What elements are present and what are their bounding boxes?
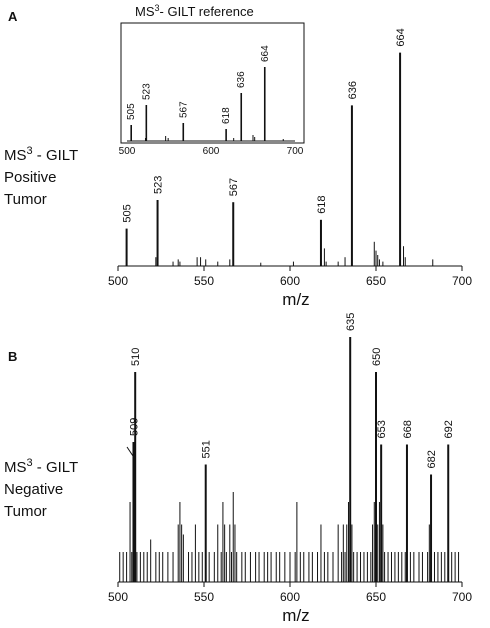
peak-label: 668 [402, 420, 414, 438]
peak-label: 635 [345, 313, 357, 331]
panel-b-label-suffix: - GILT [33, 459, 79, 476]
panel-a-side-label: MS3 - GILT Positive Tumor [4, 145, 78, 208]
spectrum-inset: 500 600 700 505 523 567 618 636 664 [119, 45, 304, 157]
x-tick-label: 700 [452, 590, 472, 604]
panel-b-label-sup: 3 [27, 457, 33, 469]
panel-b-label-line3: Tumor [4, 503, 47, 520]
peak-label: 682 [426, 450, 438, 468]
x-tick-label: 700 [287, 146, 304, 157]
x-tick-label: 500 [119, 146, 136, 157]
peak-label: 567 [178, 101, 189, 118]
x-tick-label: 550 [194, 274, 214, 288]
panel-a-label-line1: MS3 - GILT [4, 145, 78, 164]
inset-frame [120, 22, 305, 144]
panel-a-label-sup: 3 [27, 145, 33, 157]
x-tick-label: 700 [452, 274, 472, 288]
panel-a-letter: A [8, 9, 18, 24]
peak-label: 653 [376, 420, 388, 438]
x-tick-label: 600 [280, 274, 300, 288]
peak-label: 636 [347, 81, 359, 99]
peak-label: 567 [228, 178, 240, 196]
panel-b-letter: B [8, 349, 17, 364]
spectrum-b: 500550600650700m/z5095105516356506536686… [108, 313, 472, 625]
peak-label: 692 [443, 420, 455, 438]
inset-title: MS3- GILT reference [135, 3, 254, 19]
inset-title-sup: 3 [155, 3, 160, 13]
x-tick-label: 550 [194, 590, 214, 604]
peak-label: 664 [260, 45, 271, 62]
inset-title-suffix: - GILT reference [160, 4, 254, 19]
peak-label: 650 [371, 348, 383, 366]
peak-label: 664 [395, 28, 407, 46]
peak-label: 505 [126, 103, 137, 120]
spectrum-a: 500 550 600 650 700 m/z 505 523 567 618 636 664 [108, 28, 472, 309]
peak-label: 510 [130, 348, 142, 366]
x-tick-label: 600 [203, 146, 220, 157]
x-tick-label: 500 [108, 274, 128, 288]
panel-b-side-label: MS3 - GILT Negative Tumor [4, 457, 78, 520]
x-tick-label: 650 [366, 590, 386, 604]
inset-title-prefix: MS [135, 4, 155, 19]
peak-label: 636 [236, 71, 247, 88]
panel-a-label-line3: Tumor [4, 191, 47, 208]
peak-label: 618 [316, 195, 328, 213]
panel-a-label-prefix: MS [4, 147, 27, 164]
x-tick-label: 650 [366, 274, 386, 288]
peak-label: 551 [201, 440, 213, 458]
panel-a-label-line2: Positive [4, 169, 57, 186]
peak-label: 505 [122, 204, 134, 222]
panel-a-label-suffix: - GILT [33, 147, 79, 164]
peak-label: 618 [221, 107, 232, 124]
x-tick-label: 500 [108, 590, 128, 604]
panel-b-label-line2: Negative [4, 481, 63, 498]
panel-b-label-prefix: MS [4, 459, 27, 476]
panel-b-label-line1: MS3 - GILT [4, 457, 78, 476]
x-axis-label: m/z [282, 606, 309, 625]
x-tick-label: 600 [280, 590, 300, 604]
peak-509-leader [126, 446, 134, 457]
peak-label: 523 [141, 83, 152, 100]
x-axis-label: m/z [282, 290, 309, 309]
peak-label: 523 [153, 176, 165, 194]
